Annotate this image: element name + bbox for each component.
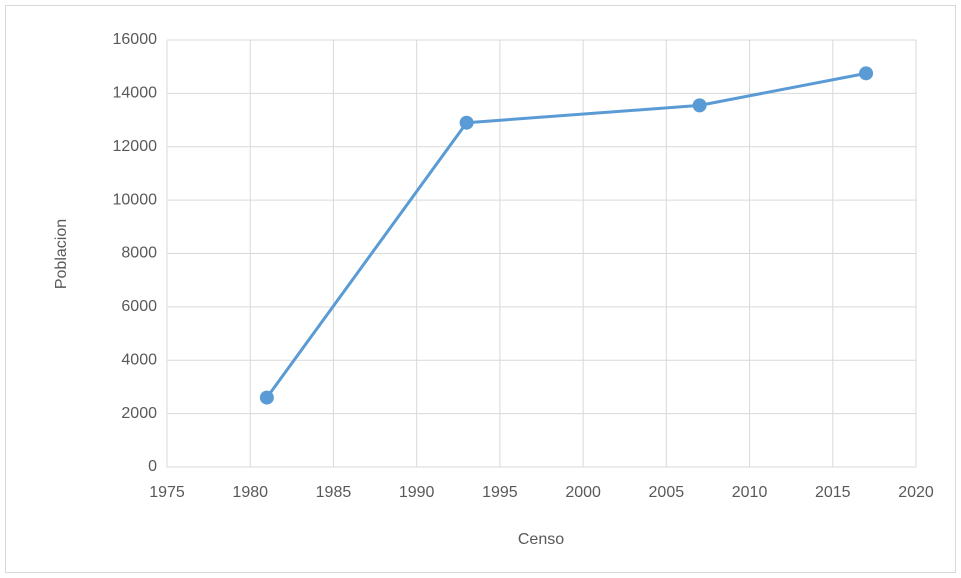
x-axis-label: Censo	[518, 531, 564, 548]
y-tick-label: 6000	[121, 298, 157, 315]
chart-border	[5, 5, 956, 573]
x-tick-label: 1980	[232, 484, 268, 501]
data-point	[692, 98, 707, 113]
x-tick-label: 2020	[898, 484, 934, 501]
x-tick-label: 2015	[815, 484, 851, 501]
x-tick-label: 1975	[149, 484, 185, 501]
x-tick-label: 1985	[316, 484, 352, 501]
y-tick-label: 4000	[121, 351, 157, 368]
x-tick-label: 2005	[649, 484, 685, 501]
data-point	[459, 115, 474, 130]
x-tick-label: 2000	[565, 484, 601, 501]
x-tick-label: 1990	[399, 484, 435, 501]
y-tick-label: 16000	[113, 31, 158, 48]
x-tick-label: 2010	[732, 484, 768, 501]
y-axis-label: Poblacion	[53, 219, 70, 289]
y-tick-label: 8000	[121, 245, 157, 262]
data-point	[859, 66, 874, 81]
y-tick-label: 0	[148, 458, 157, 475]
data-line	[265, 71, 867, 399]
y-tick-label: 2000	[121, 405, 157, 422]
y-tick-label: 12000	[113, 138, 158, 155]
y-tick-label: 14000	[113, 85, 158, 102]
y-tick-label: 10000	[113, 191, 158, 208]
data-point	[259, 390, 274, 405]
x-tick-label: 1995	[482, 484, 518, 501]
